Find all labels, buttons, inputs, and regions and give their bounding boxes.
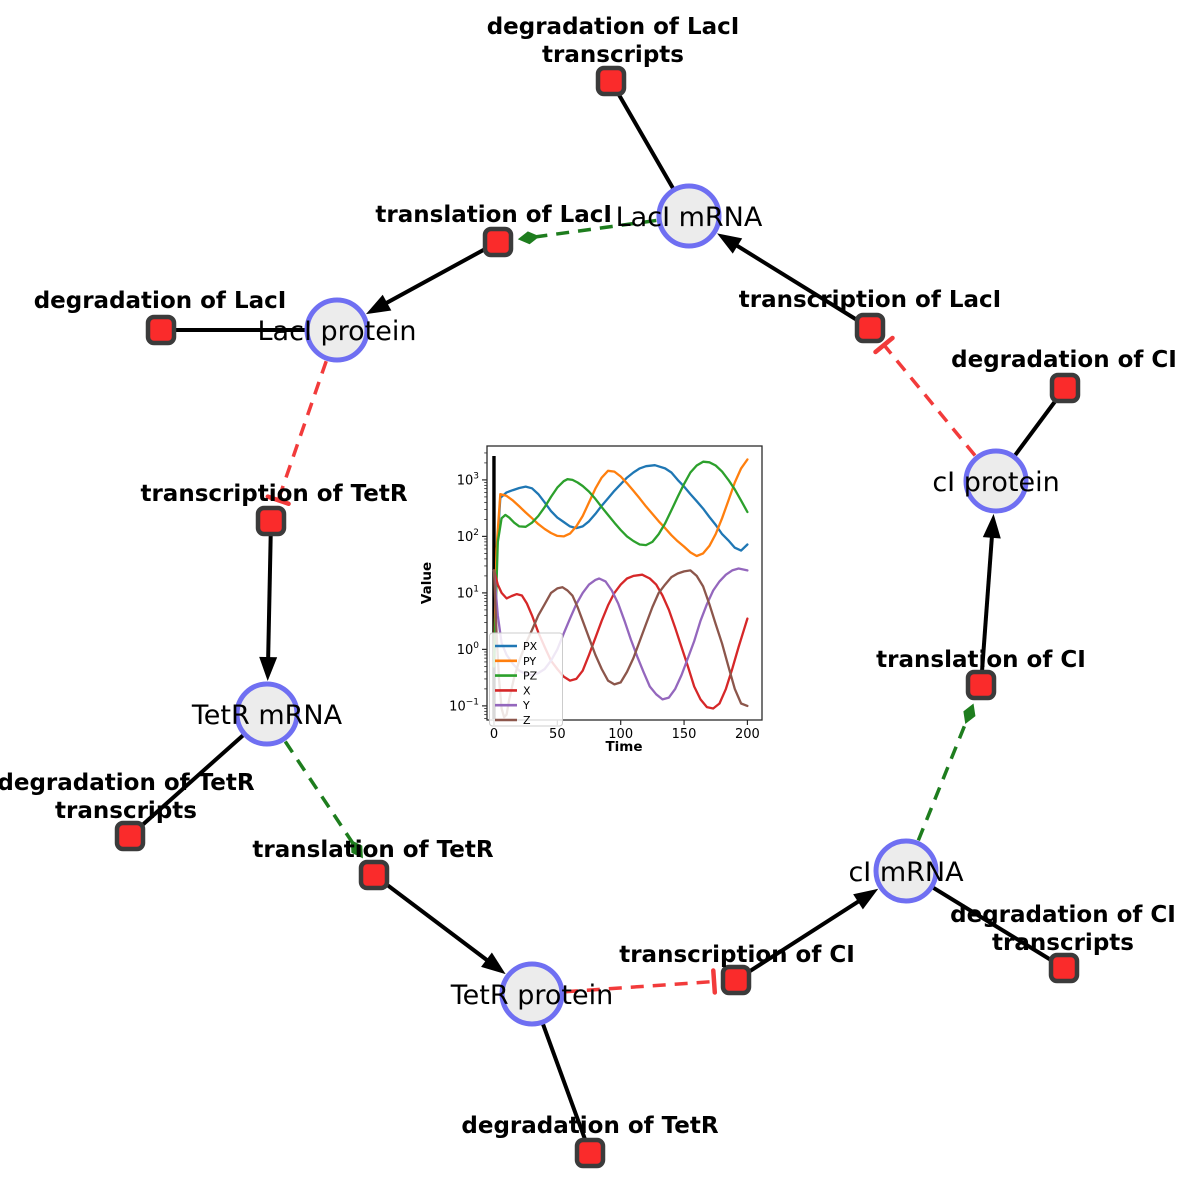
edge-production-translation-of-tetr-tetr-protein — [372, 873, 496, 968]
reaction-label-degradation-of-laci: degradation of LacI — [34, 288, 287, 314]
reaction-label-translation-of-ci: translation of CI — [876, 647, 1086, 673]
species-label-ci-mrna: cI mRNA — [848, 857, 964, 888]
chart-series-PY — [492, 458, 749, 668]
chart-legend-label-X: X — [523, 684, 531, 697]
chart-series-group — [492, 458, 749, 719]
chart-legend-label-PX: PX — [523, 640, 538, 653]
tee-inhibition-transcription-of-tetr — [265, 494, 291, 507]
arrowhead-production-ci-protein — [982, 513, 1001, 539]
edge-inhibition-laci-protein-transcription-of-tetr — [276, 360, 328, 501]
chart-x-axis-label: Time — [605, 739, 642, 755]
reaction-node-degradation-of-ci-transcripts — [1048, 952, 1080, 984]
chart-legend-label-Y: Y — [522, 699, 530, 712]
chart-xtick-label-200: 200 — [735, 727, 760, 742]
reaction-label-transcription-of-ci: transcription of CI — [619, 942, 855, 968]
edge-production-transcription-of-ci-ci-mrna — [734, 894, 868, 982]
chart-xtick-label-50: 50 — [549, 727, 566, 742]
arrowhead-production-ci-mrna — [853, 888, 879, 910]
tee-inhibition-transcription-of-ci — [711, 968, 718, 995]
reaction-label-degradation-of-ci: degradation of CI — [951, 347, 1177, 373]
diamond-arrowhead-translation-of-ci — [963, 703, 976, 724]
chart-ytick-label-10e3: 103 — [457, 471, 479, 488]
reaction-label-degradation-of-laci-transcripts: degradation of LacI transcripts — [487, 14, 740, 68]
tee-inhibition-transcription-of-laci — [873, 335, 895, 355]
inset-chart: Time Value 0 50 100 150 200 10−1 100 101 102 103 P… — [419, 445, 763, 755]
reaction-label-degradation-of-tetr: degradation of TetR — [461, 1113, 718, 1139]
labels-layer: degradation of LacI transcripts translatio… — [0, 14, 1177, 1139]
arrowhead-production-tetr-protein — [481, 952, 506, 975]
diamond-arrowhead-translation-of-laci — [517, 231, 540, 245]
species-node-tetr-mrna — [234, 681, 300, 747]
reaction-node-translation-of-ci — [965, 669, 997, 701]
edge-inhibition-ci-protein-transcription-of-laci — [882, 343, 977, 457]
edge-production-transcription-of-tetr-tetr-mrna — [265, 520, 273, 668]
edge-production-translation-of-ci-ci-protein — [979, 527, 995, 686]
chart-legend-label-PZ: PZ — [523, 670, 538, 683]
chart-ytick-label-10e1: 101 — [457, 584, 479, 601]
species-node-laci-protein — [304, 297, 370, 363]
species-node-laci-mrna — [656, 183, 722, 249]
reaction-node-degradation-of-tetr-transcripts — [114, 820, 146, 852]
reaction-node-degradation-of-laci-transcripts — [595, 65, 627, 97]
chart-legend-label-PY: PY — [523, 655, 536, 668]
arrowhead-production-laci-mrna — [717, 233, 743, 254]
reaction-nodes-layer — [114, 65, 1081, 1169]
species-node-ci-protein — [963, 448, 1029, 514]
chart-plot-border — [486, 445, 763, 721]
species-label-tetr-protein: TetR protein — [450, 980, 613, 1011]
chart-ytick-label-10e-1: 10−1 — [449, 697, 479, 714]
edge-catalysis-tetr-mrna-translation-of-tetr — [283, 740, 355, 845]
reaction-node-transcription-of-ci — [720, 964, 752, 996]
chart-series-PX — [492, 464, 749, 668]
reaction-label-degradation-of-ci-transcripts: degradation of CI transcripts — [950, 902, 1176, 956]
reaction-label-degradation-of-tetr-transcripts: degradation of TetR transcripts — [0, 770, 255, 824]
species-node-tetr-protein — [499, 961, 565, 1027]
edge-production-translation-of-laci-laci-protein — [377, 240, 499, 310]
chart-legend-label-Z: Z — [523, 714, 531, 727]
species-nodes-layer — [234, 183, 1029, 1027]
chart-legend-box — [489, 632, 563, 727]
reaction-label-transcription-of-tetr: transcription of TetR — [140, 481, 407, 507]
reaction-label-translation-of-laci: translation of LacI — [375, 202, 612, 228]
edge-production-transcription-of-laci-laci-mrna — [727, 239, 872, 330]
chart-ytick-label-10e0: 100 — [457, 641, 480, 658]
reaction-label-translation-of-tetr: translation of TetR — [252, 837, 493, 863]
reaction-node-transcription-of-laci — [854, 312, 886, 344]
diamond-arrowhead-translation-of-tetr — [350, 840, 363, 859]
species-node-ci-mrna — [873, 838, 939, 904]
reaction-node-degradation-of-tetr — [574, 1137, 606, 1169]
species-label-tetr-mrna: TetR mRNA — [191, 700, 343, 731]
chart-series-X — [492, 569, 749, 710]
chart-xtick-label-100: 100 — [608, 727, 633, 742]
species-label-ci-protein: cI protein — [932, 467, 1059, 498]
reaction-node-transcription-of-tetr — [255, 505, 287, 537]
reaction-node-translation-of-tetr — [358, 859, 390, 891]
edge-catalysis-ci-mrna-translation-of-ci — [916, 719, 969, 842]
chart-y-axis-label: Value — [419, 562, 435, 604]
species-label-laci-protein: LacI protein — [258, 316, 417, 347]
chart-xtick-label-0: 0 — [490, 727, 498, 742]
reaction-node-degradation-of-ci — [1049, 372, 1081, 404]
reaction-node-degradation-of-laci — [145, 314, 177, 346]
reaction-node-translation-of-laci — [482, 226, 514, 258]
arrowhead-production-laci-protein — [365, 294, 392, 315]
chart-ytick-label-10e2: 102 — [457, 528, 479, 545]
chart-series-PZ — [492, 460, 749, 668]
arrowhead-production-tetr-mrna — [259, 656, 278, 682]
chart-xtick-label-150: 150 — [672, 727, 697, 742]
edge-inhibition-tetr-protein-transcription-of-ci — [564, 979, 715, 994]
reaction-label-transcription-of-laci: transcription of LacI — [739, 287, 1002, 313]
species-label-laci-mrna: LacI mRNA — [616, 202, 763, 233]
